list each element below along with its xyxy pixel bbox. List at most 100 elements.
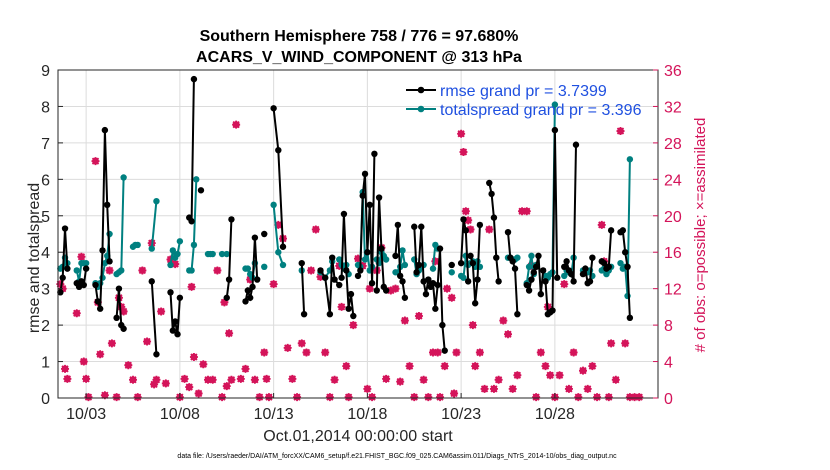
obs-assimilated-marker	[433, 348, 442, 357]
obs-assimilated-marker	[208, 375, 217, 384]
y-tick-label: 0	[41, 391, 50, 408]
obs-assimilated-marker	[625, 393, 634, 402]
rmse-point	[401, 294, 409, 301]
legend-rmse-marker	[417, 86, 425, 94]
rmse-point	[495, 278, 502, 285]
legend: rmse grand pr = 3.7399 totalspread grand…	[406, 83, 642, 119]
obs-assimilated-marker	[354, 254, 362, 263]
obs-assimilated-marker	[105, 266, 114, 275]
totalspread-point	[270, 201, 277, 209]
rmse-point	[425, 276, 432, 283]
y2-tick-label: 20	[664, 209, 682, 226]
y2-tick-label: 28	[664, 136, 682, 153]
y-tick-label: 1	[41, 355, 50, 372]
rmse-point	[532, 263, 540, 270]
rmse-point	[490, 214, 498, 221]
obs-assimilated-marker	[180, 374, 189, 383]
obs-assimilated-marker	[189, 353, 198, 361]
rmse-point	[624, 263, 631, 270]
obs-assimilated-marker	[475, 348, 484, 357]
rmse-point	[169, 327, 177, 334]
obs-assimilated-marker	[236, 374, 245, 383]
obs-assimilated-marker	[532, 393, 541, 402]
rmse-point	[413, 269, 420, 276]
rmse-point	[493, 254, 500, 261]
rmse-point	[167, 289, 174, 296]
rmse-point	[242, 298, 249, 305]
rmse-point	[607, 227, 615, 234]
y2-tick-label: 0	[664, 391, 673, 408]
totalspread-point	[148, 245, 155, 252]
obs-assimilated-marker	[225, 329, 234, 338]
obs-assimilated-marker	[611, 375, 620, 384]
rmse-point	[92, 281, 99, 289]
totalspread-point	[561, 272, 568, 280]
rmse-point	[364, 249, 371, 256]
y-tick-label: 6	[41, 172, 50, 189]
rmse-point	[350, 312, 357, 320]
rmse-point	[336, 281, 343, 289]
rmse-point	[511, 265, 519, 272]
rmse-line-segment	[59, 228, 69, 293]
x-axis-label: Oct.01,2014 00:00:00 start	[263, 428, 453, 445]
rmse-point	[106, 258, 113, 265]
rmse-point	[223, 294, 230, 301]
obs-assimilated-marker	[579, 366, 587, 375]
rmse-point	[579, 270, 587, 278]
rmse-point	[347, 290, 355, 298]
obs-assimilated-marker	[541, 362, 550, 371]
rmse-point	[361, 170, 369, 178]
obs-assimilated-marker	[283, 343, 292, 352]
obs-assimilated-marker	[321, 348, 330, 357]
rmse-point	[411, 223, 418, 230]
x-tick-label: 10/08	[160, 406, 200, 423]
rmse-point	[225, 276, 233, 283]
rmse-point	[441, 347, 448, 354]
obs-assimilated-marker	[564, 384, 573, 393]
rmse-point	[249, 283, 256, 291]
rmse-point	[464, 278, 472, 285]
rmse-series	[57, 75, 634, 358]
obs-assimilated-marker	[499, 316, 508, 325]
y2-tick-label: 4	[664, 355, 673, 372]
obs-assimilated-marker	[386, 286, 395, 295]
rmse-point	[523, 281, 530, 289]
obs-assimilated-marker	[218, 393, 227, 402]
obs-assimilated-marker	[513, 371, 522, 380]
obs-assimilated-marker	[635, 393, 644, 402]
rmse-point	[101, 126, 109, 134]
totalspread-point	[190, 241, 198, 249]
rmse-point	[99, 247, 106, 254]
obs-assimilated-marker	[288, 374, 297, 383]
rmse-point	[298, 259, 305, 267]
y2-axis-ticks: 0 4 8 12 16 20 24 28 32 36	[653, 63, 682, 408]
totalspread-point	[399, 247, 406, 254]
obs-assimilated-marker	[342, 362, 351, 371]
obs-assimilated-marker	[330, 375, 339, 384]
rmse-point	[338, 274, 345, 281]
obs-assimilated-marker	[555, 371, 564, 380]
obs-assimilated-marker	[185, 383, 194, 392]
x-tick-label: 10/13	[254, 406, 294, 423]
obs-assimilated-marker	[311, 225, 320, 234]
obs-assimilated-marker	[494, 375, 503, 384]
obs-assimilated-marker	[79, 357, 88, 366]
totalspread-point	[188, 267, 195, 274]
rmse-point	[57, 289, 64, 296]
totalspread-point	[73, 267, 80, 274]
rmse-line-segment	[432, 248, 446, 351]
obs-assimilated-marker	[293, 393, 302, 402]
legend-rmse-label: rmse grand pr = 3.7399	[440, 83, 607, 100]
totalspread-point	[134, 241, 141, 249]
rmse-point	[61, 225, 69, 232]
rmse-point	[434, 281, 441, 289]
obs-assimilated-marker	[56, 280, 65, 289]
rmse-point	[504, 228, 512, 236]
obs-assimilated-marker	[365, 284, 374, 293]
rmse-line-segment	[460, 219, 470, 282]
totalspread-point	[218, 250, 226, 258]
obs-assimilated-marker	[471, 362, 480, 371]
x-tick-label: 10/28	[535, 406, 575, 423]
y2-tick-label: 12	[664, 282, 682, 299]
rmse-point	[568, 270, 575, 278]
